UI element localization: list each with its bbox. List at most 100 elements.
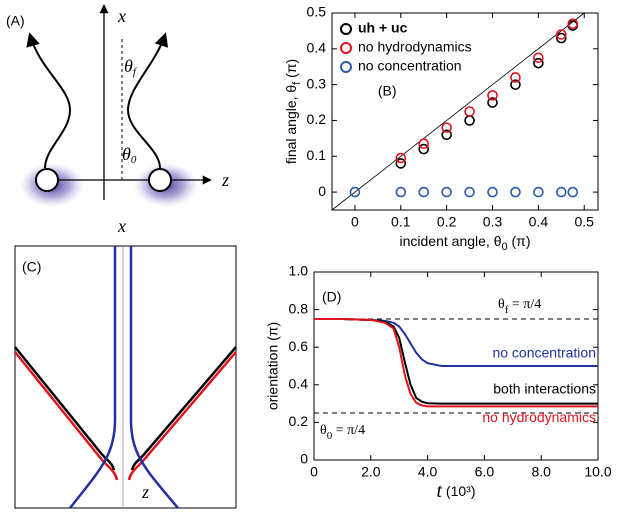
particle	[148, 168, 172, 192]
curve	[130, 346, 237, 471]
point	[464, 186, 475, 198]
x-tick-label: 0.4	[529, 214, 549, 230]
legend-label: no hydrodynamics	[358, 39, 472, 55]
symbol: θ	[122, 144, 131, 164]
panel-label: (B)	[378, 83, 397, 99]
x-tick-label: 8.0	[531, 464, 551, 480]
point	[441, 122, 452, 133]
text: θ	[498, 297, 505, 312]
point	[510, 72, 521, 83]
point	[464, 115, 475, 126]
y-tick-label: 1.0	[289, 263, 309, 279]
y-tick-label: 0.8	[289, 300, 309, 316]
subscript: f	[291, 81, 303, 85]
x-tick-label: 4.0	[418, 464, 438, 480]
curve	[14, 346, 116, 471]
panel-c: x (C) z	[14, 216, 237, 509]
axis-label: x	[117, 6, 126, 26]
point	[510, 186, 521, 198]
point	[418, 186, 430, 198]
series-label: both interactions	[493, 380, 596, 396]
legend-label: no concentration	[358, 58, 462, 74]
point	[395, 186, 407, 198]
text: (π)	[508, 233, 531, 249]
subscript: f	[505, 304, 509, 316]
point	[567, 186, 579, 198]
point	[418, 143, 430, 155]
reference-label: θf = π/4	[498, 297, 541, 315]
x-tick-label: 10.0	[584, 464, 611, 480]
reference-label: θ0 = π/4	[320, 423, 365, 441]
point	[441, 129, 452, 141]
y-tick-label: 0.2	[307, 111, 327, 127]
angle-label: θf	[124, 56, 138, 77]
panel-label: (D)	[322, 289, 341, 305]
y-tick-label: 0.1	[307, 147, 327, 163]
curve	[69, 246, 117, 509]
trajectory	[126, 32, 169, 169]
text: final angle, θ	[283, 85, 299, 165]
axis-label: x	[117, 216, 126, 236]
curve	[14, 351, 119, 481]
text: θ	[320, 423, 327, 438]
panel-label: (A)	[6, 13, 25, 29]
axis-label: z	[221, 170, 229, 190]
legend-label: uh + uc	[358, 20, 408, 36]
subscript: 0	[501, 241, 507, 253]
x-tick-label: 0.2	[437, 214, 457, 230]
trajectory	[26, 32, 72, 169]
point	[567, 18, 579, 30]
x-tick-label: 2.0	[361, 464, 381, 480]
y-axis-label: final angle, θf (π)	[283, 59, 303, 164]
subscript: 0	[327, 430, 333, 442]
x-tick-label: 0	[310, 464, 318, 480]
x-axis-label: t (10³)	[436, 480, 475, 502]
y-tick-label: 0.5	[307, 4, 327, 20]
legend-marker	[340, 61, 352, 73]
y-tick-label: 0.2	[289, 413, 309, 429]
symbol: θ	[124, 56, 133, 76]
series-line	[314, 318, 598, 408]
text: (π)	[283, 59, 299, 82]
text: = π/4	[332, 423, 365, 438]
legend-marker	[340, 42, 352, 54]
point	[395, 152, 407, 164]
y-axis-label: orientation (π)	[265, 322, 281, 410]
axis-label: z	[141, 482, 149, 502]
x-tick-label: 0	[351, 214, 359, 230]
series-label: no hydrodynamics	[482, 409, 596, 425]
point	[395, 158, 407, 169]
point	[533, 57, 544, 69]
subscript: 0	[131, 154, 137, 166]
particle	[35, 168, 59, 192]
plot-frame	[331, 12, 599, 211]
point	[533, 186, 544, 198]
point	[510, 79, 521, 90]
x-tick-label: 0.5	[575, 214, 595, 230]
text: = π/4	[508, 297, 541, 312]
y-tick-label: 0.4	[307, 40, 327, 56]
subscript: f	[133, 66, 138, 78]
point	[349, 186, 361, 198]
text: incident angle, θ	[400, 233, 502, 249]
point	[487, 90, 498, 101]
x-axis-label: incident angle, θ0 (π)	[400, 233, 531, 253]
y-tick-label: 0	[318, 183, 326, 199]
point	[533, 52, 544, 64]
x-tick-label: 6.0	[475, 464, 495, 480]
reference-line	[331, 12, 585, 211]
point	[556, 186, 567, 198]
panel-label: (C)	[22, 259, 41, 275]
y-tick-label: 0.4	[289, 376, 309, 392]
y-tick-label: 0.6	[289, 338, 309, 354]
curve	[127, 351, 237, 481]
x-tick-label: 0.1	[391, 214, 411, 230]
point	[487, 97, 498, 108]
y-tick-label: 0.3	[307, 75, 327, 91]
angle-label: θ0	[122, 144, 137, 165]
panel-a: (A) x z θf θ0	[6, 4, 229, 207]
point	[418, 138, 430, 150]
legend-marker	[340, 23, 352, 35]
series-label: no concentration	[492, 345, 596, 361]
text: (10³)	[442, 483, 475, 499]
